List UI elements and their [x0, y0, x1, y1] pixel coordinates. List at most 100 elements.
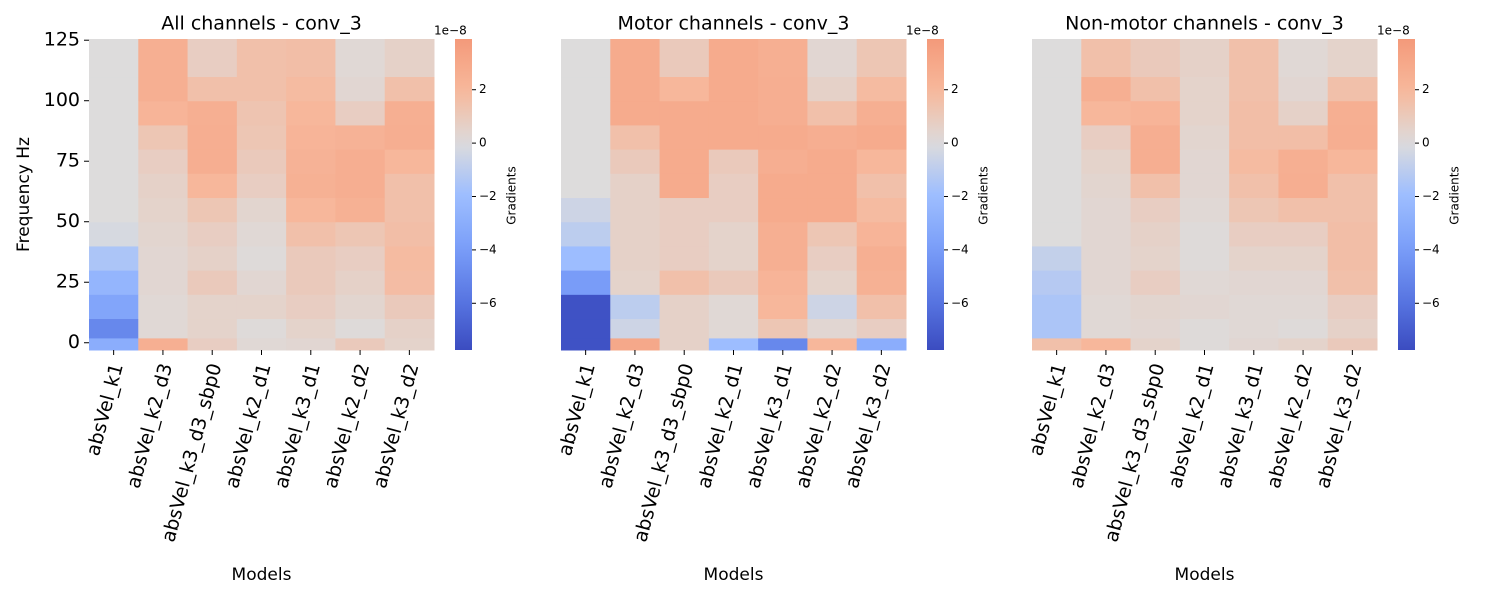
heat-cell: [561, 318, 611, 339]
heat-cell: [758, 318, 808, 339]
heat-cell: [807, 149, 858, 174]
colorbar-tick-label: 0: [1422, 136, 1430, 150]
heat-cell: [1229, 197, 1279, 223]
heat-cell: [758, 294, 808, 320]
heat-cell: [1327, 245, 1378, 271]
heat-cell: [659, 197, 710, 223]
heat-cell: [1278, 294, 1329, 320]
heat-cell: [384, 337, 435, 351]
y-tick-label: 125: [44, 29, 80, 51]
heat-cell: [708, 197, 759, 223]
heat-cell: [561, 39, 611, 78]
heat-cell: [1229, 39, 1279, 78]
heat-cell: [1179, 294, 1230, 320]
heat-cell: [1081, 270, 1132, 295]
heat-cell: [286, 76, 336, 102]
heat-cell: [1278, 318, 1329, 339]
heat-cell: [1278, 221, 1329, 247]
x-tick-label: absVel_k1: [1025, 361, 1071, 458]
x-tick-label: absVel_k3_d1: [270, 361, 324, 491]
heat-cell: [286, 318, 336, 339]
heat-cell: [708, 245, 759, 271]
heat-cell: [1229, 245, 1279, 271]
heat-cell: [561, 221, 611, 247]
colorbar-tick-label: 0: [951, 136, 959, 150]
heat-cell: [138, 149, 189, 174]
heat-cell: [856, 76, 907, 102]
x-tick-label: absVel_k2_d1: [221, 361, 275, 491]
heat-cell: [708, 100, 759, 126]
colorbar-tick-label: −6: [1422, 296, 1440, 310]
heat-cell: [138, 39, 189, 78]
heat-cell: [1179, 221, 1230, 247]
heat-cell: [1278, 245, 1329, 271]
heat-cell: [1179, 173, 1230, 199]
heat-cell: [1032, 245, 1082, 271]
heat-cell: [1130, 245, 1181, 271]
heat-cell: [384, 318, 435, 339]
x-tick-label: absVel_k2_d3: [123, 361, 177, 491]
y-tick-label: 50: [56, 210, 80, 232]
heat-cell: [384, 294, 435, 320]
heat-cell: [807, 294, 858, 320]
heat-cell: [384, 39, 435, 78]
heat-cell: [610, 39, 661, 78]
heat-cell: [335, 39, 386, 78]
heat-cell: [1327, 197, 1378, 223]
heat-cell: [610, 149, 661, 174]
heat-cell: [236, 318, 287, 339]
heat-cell: [89, 318, 139, 339]
heat-cell: [1032, 270, 1082, 295]
heat-cell: [89, 100, 139, 126]
heat-cell: [1179, 149, 1230, 174]
heat-cell: [286, 197, 336, 223]
heat-cell: [1278, 100, 1329, 126]
heat-cell: [807, 270, 858, 295]
heat-cell: [138, 173, 189, 199]
heat-cell: [1130, 124, 1181, 150]
x-tick-label: absVel_k2_d3: [595, 361, 649, 491]
heat-cell: [1179, 197, 1230, 223]
heat-cell: [1229, 149, 1279, 174]
heat-cell: [1327, 173, 1378, 199]
heat-cell: [384, 100, 435, 126]
x-tick-label: absVel_k2_d2: [1263, 361, 1317, 491]
heat-cell: [187, 76, 238, 102]
colorbar-tick-label: −4: [479, 242, 497, 256]
heat-cell: [1229, 294, 1279, 320]
heat-cell: [138, 221, 189, 247]
heat-cell: [1278, 270, 1329, 295]
heat-cell: [1130, 100, 1181, 126]
heat-cell: [1229, 270, 1279, 295]
heat-cell: [236, 76, 287, 102]
x-axis-label: Models: [232, 565, 292, 585]
heat-cell: [659, 294, 710, 320]
heat-cell: [758, 270, 808, 295]
colorbar-tick-label: −2: [479, 189, 497, 203]
heat-cell: [187, 294, 238, 320]
heat-cell: [89, 197, 139, 223]
heat-cell: [1179, 124, 1230, 150]
y-axis-label: Frequency Hz: [14, 137, 34, 252]
heat-cell: [1229, 221, 1279, 247]
heat-cell: [758, 76, 808, 102]
colorbar: [927, 39, 944, 350]
colorbar-tick-label: 2: [951, 82, 959, 96]
heat-cell: [610, 76, 661, 102]
heat-cell: [89, 245, 139, 271]
heat-cell: [236, 124, 287, 150]
heat-cell: [807, 124, 858, 150]
heat-cell: [1032, 76, 1082, 102]
colorbar: [1398, 39, 1415, 350]
heat-cell: [561, 245, 611, 271]
heat-cell: [1032, 294, 1082, 320]
heat-cell: [187, 124, 238, 150]
heat-cell: [758, 337, 808, 351]
heat-cell: [335, 149, 386, 174]
heat-cell: [138, 294, 189, 320]
heat-cell: [187, 245, 238, 271]
heat-cell: [138, 270, 189, 295]
heat-cell: [659, 39, 710, 78]
heat-cell: [335, 173, 386, 199]
heat-cell: [286, 221, 336, 247]
